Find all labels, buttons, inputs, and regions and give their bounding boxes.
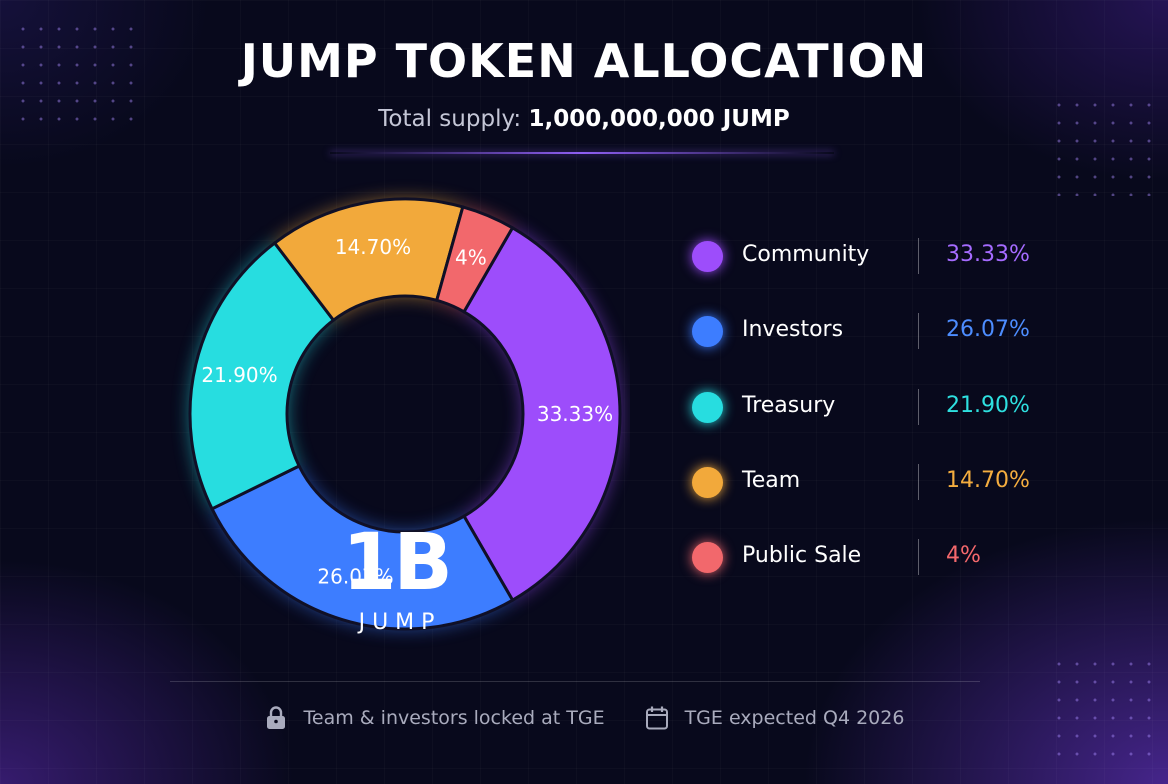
slice-labels-layer: 33.33% 26.07% 21.90% 14.70% 4% bbox=[201, 235, 613, 589]
legend-label-treasury: Treasury bbox=[742, 392, 836, 418]
legend-value-treasury: 21.90% bbox=[946, 392, 1030, 418]
slice-public-sale[interactable] bbox=[435, 205, 514, 314]
center-total-unit: JUMP bbox=[357, 610, 442, 635]
legend-swatch-team bbox=[692, 466, 723, 498]
allocation-donut-chart: 33.33% 26.07% 21.90% 14.70% 4% 1B JUMP bbox=[188, 197, 622, 635]
legend-value-team: 14.70% bbox=[946, 467, 1030, 493]
legend-value-public-sale: 4% bbox=[946, 543, 981, 569]
slice-label-team: 14.70% bbox=[335, 235, 411, 259]
footer-divider bbox=[170, 681, 980, 682]
slice-label-community: 33.33% bbox=[537, 402, 613, 426]
title-divider bbox=[330, 152, 834, 154]
legend-separator bbox=[918, 463, 919, 500]
lock-note-text: Team & investors locked at TGE bbox=[303, 707, 605, 729]
legend-item-public-sale[interactable]: Public Sale 4% bbox=[692, 529, 1052, 604]
slices-layer bbox=[188, 197, 622, 631]
legend-label-investors: Investors bbox=[742, 317, 844, 343]
legend-separator bbox=[918, 238, 919, 274]
legend-separator bbox=[918, 539, 919, 576]
legend-swatch-treasury bbox=[692, 391, 723, 423]
slice-label-investors: 26.07% bbox=[317, 565, 393, 589]
footer-lock-note: Team & investors locked at TGE bbox=[264, 705, 605, 731]
supply-subtitle: Total supply: 1,000,000,000 JUMP bbox=[0, 106, 1168, 132]
supply-label: Total supply: bbox=[378, 106, 522, 132]
legend-separator bbox=[918, 313, 919, 350]
tge-note-text: TGE expected Q4 2026 bbox=[684, 707, 905, 729]
slice-investors[interactable] bbox=[210, 464, 515, 631]
center-total-value: 1B bbox=[342, 518, 450, 608]
chart-legend: Community 33.33% Investors 26.07% Treasury 21… bbox=[692, 228, 1052, 604]
legend-swatch-investors bbox=[692, 316, 723, 348]
legend-value-community: 33.33% bbox=[946, 242, 1030, 267]
lock-icon bbox=[266, 706, 285, 729]
legend-item-team[interactable]: Team 14.70% bbox=[692, 454, 1052, 529]
slice-community[interactable] bbox=[462, 226, 622, 602]
legend-swatch-community bbox=[692, 241, 723, 272]
page-title: JUMP TOKEN ALLOCATION bbox=[240, 34, 928, 88]
legend-item-investors[interactable]: Investors 26.07% bbox=[692, 303, 1052, 378]
legend-label-community: Community bbox=[742, 242, 870, 267]
legend-label-team: Team bbox=[742, 467, 801, 493]
legend-value-investors: 26.07% bbox=[946, 317, 1030, 343]
footer: Team & investors locked at TGE TGE expec… bbox=[0, 705, 1168, 731]
slice-label-treasury: 21.90% bbox=[201, 363, 277, 387]
legend-item-treasury[interactable]: Treasury 21.90% bbox=[692, 379, 1052, 454]
slice-label-public-sale: 4% bbox=[455, 245, 487, 269]
calendar-icon bbox=[645, 706, 668, 730]
supply-value: 1,000,000,000 JUMP bbox=[528, 106, 790, 132]
legend-item-community[interactable]: Community 33.33% bbox=[692, 228, 1052, 303]
legend-label-public-sale: Public Sale bbox=[742, 543, 862, 569]
legend-swatch-public-sale bbox=[692, 542, 723, 574]
slice-treasury[interactable] bbox=[188, 241, 335, 511]
footer-tge-note: TGE expected Q4 2026 bbox=[645, 705, 905, 731]
legend-separator bbox=[918, 388, 919, 425]
